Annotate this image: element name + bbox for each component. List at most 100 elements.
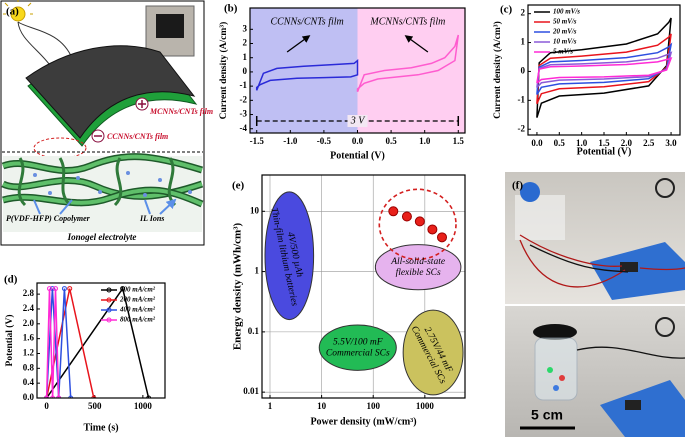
x-tick-label: -1.0: [283, 136, 298, 146]
x-axis-label: Time (s): [83, 422, 118, 433]
y-axis-label: Energy density (mWh/cm³): [232, 222, 244, 350]
x-tick-label: -0.5: [317, 136, 332, 146]
legend-marker: [106, 297, 112, 303]
y-tick-label: -4: [240, 123, 248, 133]
film-label: CCNNs/CNTs film: [107, 132, 168, 141]
y-tick-label: 1.6: [23, 333, 35, 343]
marker: [146, 395, 152, 398]
marker: [49, 286, 55, 292]
series-line: [45, 286, 150, 398]
film-sample: [156, 14, 184, 38]
marker: [50, 395, 56, 398]
legend-label: 100 mV/s: [553, 8, 580, 16]
x-tick-label: 1.0: [576, 138, 588, 148]
y-tick-label: 2: [243, 38, 248, 48]
legend-marker: [106, 317, 112, 323]
x-axis-label: Potential (V): [577, 146, 632, 157]
legend-label: 20 mV/s: [552, 28, 577, 36]
axes-frame: [527, 4, 681, 136]
region: [374, 244, 462, 291]
x-axis-label: Potential (V): [330, 150, 385, 161]
x-tick-label: 2.0: [621, 138, 633, 148]
axes-frame: [261, 174, 466, 399]
zoom-circle: [33, 137, 87, 159]
y-tick-label: -2: [518, 123, 526, 133]
panel-label: (d): [4, 274, 18, 286]
x-tick-label: 0.0: [531, 138, 543, 148]
panel-label: (a): [6, 6, 19, 18]
y-axis-label: Potential (V): [4, 315, 15, 367]
x-tick-label: -1.5: [250, 136, 265, 146]
marker: [68, 395, 74, 398]
legend-marker: [106, 287, 112, 293]
series-label: MCNNs/CNTs film: [369, 16, 445, 27]
ion-label: IL Ions: [139, 214, 164, 223]
wires: [576, 346, 685, 359]
y-tick-label: 1: [243, 52, 248, 62]
y-tick-label: 3: [243, 23, 248, 33]
fan: [520, 182, 540, 202]
legend-label: 50 mV/s: [553, 18, 577, 26]
top-sheet: [25, 45, 196, 139]
marker: [47, 286, 53, 292]
wires: [519, 234, 685, 288]
arrow: [404, 35, 429, 53]
x-tick-label: 10: [317, 401, 327, 411]
panel-a: MCNNs/CNTs film CCNNs/CNTs film P(VDF-HF…: [0, 0, 213, 246]
wires: [529, 244, 629, 273]
x-axis-label: Power density (mW/cm³): [310, 416, 416, 427]
legend-label: 400 mA/cm²: [119, 306, 156, 314]
plot-area: [536, 17, 673, 118]
panel-label: (f): [512, 180, 523, 192]
axes-frame: [249, 7, 466, 134]
region: [264, 191, 315, 321]
x-tick-label: 0: [44, 401, 49, 411]
legend-label: 10 mV/s: [553, 38, 577, 46]
panel-label: (e): [232, 180, 245, 192]
series-line: [536, 56, 673, 84]
series-line: [536, 42, 673, 95]
x-tick-label: 1.5: [598, 138, 610, 148]
y-tick-label: 0: [521, 66, 526, 76]
y-tick-label: 0.4: [23, 377, 35, 387]
point: [427, 224, 438, 235]
arrow: [286, 35, 311, 53]
plot-area: [264, 188, 464, 396]
x-tick-label: 0.5: [385, 136, 397, 146]
series-label: CCNNs/CNTs film: [270, 16, 343, 27]
series-line: [255, 59, 359, 91]
series-line: [536, 17, 672, 118]
span-bg: [347, 115, 368, 127]
logo: [655, 317, 675, 337]
shade: [357, 8, 465, 133]
x-tick-label: 1.5: [453, 136, 465, 146]
logo: [655, 178, 675, 198]
region: [318, 324, 397, 371]
legend-marker: [106, 307, 112, 313]
highlight: [378, 188, 457, 261]
marker: [91, 395, 97, 398]
fan-base: [515, 195, 565, 240]
device: [625, 400, 641, 410]
jar: [534, 337, 578, 401]
legend-label: 800 mA/cm²: [120, 316, 156, 324]
y-tick-label: -1: [240, 80, 248, 90]
electrolyte-label: Ionogel electrolyte: [67, 232, 137, 242]
y-tick-label: -1: [518, 94, 526, 104]
marker: [44, 395, 50, 398]
polymer-label: P(VDF-HFP) Copolymer: [6, 214, 91, 223]
shade: [250, 8, 358, 133]
region: [402, 309, 464, 396]
region-label: flexible SCs: [396, 267, 441, 278]
sun-rays: [3, 0, 33, 15]
y-tick-label: 2.0: [23, 318, 35, 328]
y-tick-label: 0: [243, 66, 248, 76]
x-tick-label: 0.5: [554, 138, 566, 148]
x-tick-label: 500: [88, 401, 102, 411]
y-tick-label: 0.0: [23, 392, 35, 402]
y-tick-label: -2: [240, 94, 248, 104]
marker: [52, 286, 58, 292]
ions: [33, 171, 192, 197]
x-tick-label: 1000: [416, 401, 435, 411]
y-tick-label: 0.1: [248, 326, 260, 336]
